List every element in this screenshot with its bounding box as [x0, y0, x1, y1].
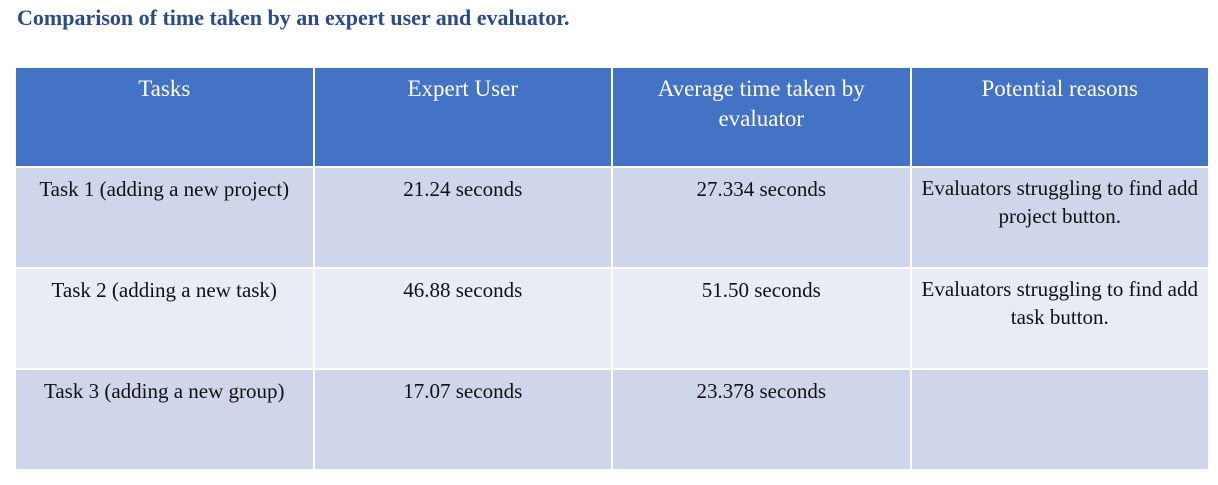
header-potential-reasons: Potential reasons	[909, 66, 1210, 168]
header-expert-user: Expert User	[312, 66, 613, 168]
table-header-row: Tasks Expert User Average time taken by …	[14, 66, 1210, 168]
reason-cell: Evaluators struggling to find add projec…	[909, 166, 1210, 269]
reason-cell	[909, 368, 1210, 471]
table-row: Task 2 (adding a new task) 46.88 seconds…	[14, 267, 1210, 370]
comparison-table: Tasks Expert User Average time taken by …	[14, 66, 1210, 471]
expert-time-cell: 46.88 seconds	[312, 267, 613, 370]
expert-time-cell: 21.24 seconds	[312, 166, 613, 269]
document-title: Comparison of time taken by an expert us…	[17, 5, 570, 30]
task-cell: Task 3 (adding a new group)	[14, 368, 315, 471]
header-average-time: Average time taken by evaluator	[611, 66, 912, 168]
header-tasks: Tasks	[14, 66, 315, 168]
expert-time-cell: 17.07 seconds	[312, 368, 613, 471]
average-time-cell: 27.334 seconds	[611, 166, 912, 269]
table-row: Task 3 (adding a new group) 17.07 second…	[14, 368, 1210, 471]
table-row: Task 1 (adding a new project) 21.24 seco…	[14, 166, 1210, 269]
average-time-cell: 51.50 seconds	[611, 267, 912, 370]
task-cell: Task 1 (adding a new project)	[14, 166, 315, 269]
task-cell: Task 2 (adding a new task)	[14, 267, 315, 370]
reason-cell: Evaluators struggling to find add task b…	[909, 267, 1210, 370]
average-time-cell: 23.378 seconds	[611, 368, 912, 471]
